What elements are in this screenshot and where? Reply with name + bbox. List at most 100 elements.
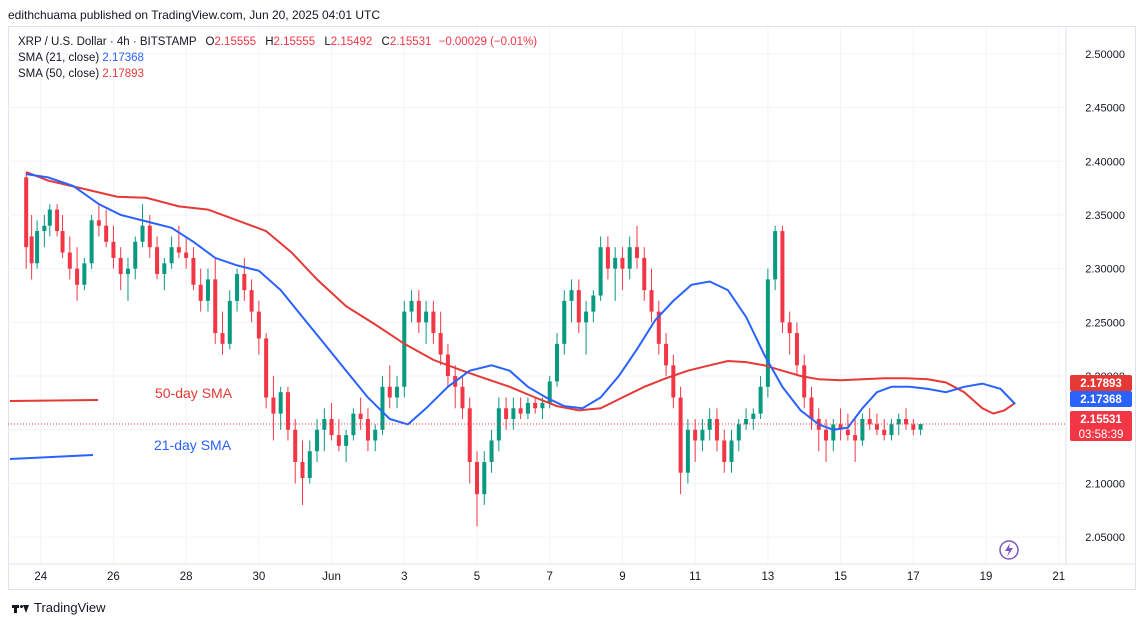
candle-body bbox=[278, 392, 283, 414]
candle-body bbox=[475, 461, 480, 495]
candle-body bbox=[882, 429, 887, 436]
candle-body bbox=[89, 220, 94, 264]
candle-body bbox=[722, 440, 727, 462]
candle-body bbox=[205, 279, 210, 301]
candle-body bbox=[67, 252, 72, 269]
candle-body bbox=[213, 279, 218, 334]
candle-body bbox=[678, 397, 683, 473]
y-tick-label: 2.25000 bbox=[1085, 317, 1125, 329]
x-tick-label: 3 bbox=[401, 571, 407, 583]
candle-body bbox=[140, 225, 145, 242]
candle-body bbox=[169, 247, 174, 264]
x-tick-label: 19 bbox=[980, 571, 993, 583]
candle-body bbox=[111, 241, 116, 258]
sma21-line bbox=[26, 173, 1016, 431]
x-tick-label: 13 bbox=[761, 571, 774, 583]
chart-frame[interactable] bbox=[8, 26, 1136, 590]
candle-body bbox=[162, 263, 167, 275]
candle-body bbox=[802, 365, 807, 398]
candle-body bbox=[235, 274, 240, 301]
candle-body bbox=[358, 413, 363, 420]
candle-body bbox=[96, 220, 101, 226]
candle-body bbox=[118, 257, 123, 275]
x-tick-label: 28 bbox=[180, 571, 193, 583]
candle-body bbox=[307, 451, 312, 479]
candle-body bbox=[758, 386, 763, 414]
candle-body bbox=[904, 419, 909, 425]
candle-body bbox=[489, 440, 494, 462]
x-tick-label: 17 bbox=[907, 571, 920, 583]
x-tick-label: 21 bbox=[1052, 571, 1065, 583]
legend-open-value: 2.15555 bbox=[214, 36, 257, 48]
candle-body bbox=[155, 247, 160, 275]
candle-body bbox=[387, 386, 392, 398]
candle-body bbox=[315, 429, 320, 452]
candle-body bbox=[482, 461, 487, 495]
y-tick-label: 2.35000 bbox=[1085, 210, 1125, 222]
candle-body bbox=[693, 429, 698, 441]
lightning-bolt-icon bbox=[1005, 543, 1013, 557]
candle-body bbox=[147, 225, 152, 248]
candle-body bbox=[293, 429, 298, 462]
candle-body bbox=[176, 247, 181, 253]
candle-body bbox=[627, 247, 632, 269]
footer-brand-name: TradingView bbox=[34, 600, 106, 615]
candle-body bbox=[365, 419, 370, 441]
legend-symbol[interactable]: XRP / U.S. Dollar · 4h · BITSTAMP bbox=[18, 36, 197, 48]
legend-sma50-label: SMA (50, close) bbox=[18, 68, 100, 80]
y-tick-label: 2.30000 bbox=[1085, 264, 1125, 276]
y-tick-label: 2.45000 bbox=[1085, 103, 1125, 115]
candle-body bbox=[416, 300, 421, 323]
candle-body bbox=[373, 429, 378, 441]
candle-body bbox=[860, 419, 865, 441]
candle-body bbox=[431, 311, 436, 334]
candle-body bbox=[249, 290, 254, 312]
candle-body bbox=[838, 424, 843, 430]
y-tick-label: 2.05000 bbox=[1085, 532, 1125, 544]
legend-sma50-row[interactable]: SMA (50, close) 2.17893 bbox=[18, 66, 537, 82]
legend-high-value: 2.15555 bbox=[273, 36, 316, 48]
countdown-label: 03:58:39 bbox=[1079, 429, 1124, 441]
candle-body bbox=[809, 397, 814, 420]
candle-body bbox=[671, 365, 676, 398]
legend-open-label: O bbox=[205, 36, 215, 48]
tradingview-logo-icon bbox=[12, 603, 30, 613]
legend-high-label: H bbox=[265, 36, 274, 48]
candle-body bbox=[191, 257, 196, 285]
candle-body bbox=[845, 429, 850, 436]
candle-body bbox=[729, 440, 734, 462]
annotation-50-marker bbox=[9, 399, 99, 402]
candle-body bbox=[824, 429, 829, 441]
footer-brand[interactable]: TradingView bbox=[12, 600, 106, 615]
candle-body bbox=[889, 424, 894, 436]
x-tick-label: 11 bbox=[689, 571, 701, 583]
price-axis-label-bg bbox=[1070, 375, 1132, 391]
candle-body bbox=[300, 461, 305, 479]
y-tick-label: 2.40000 bbox=[1085, 156, 1125, 168]
candle-body bbox=[751, 413, 756, 420]
candle-body bbox=[896, 419, 901, 425]
annotation-21-marker bbox=[9, 454, 94, 460]
candle-body bbox=[24, 177, 29, 248]
x-tick-label: 5 bbox=[474, 571, 480, 583]
candle-body bbox=[133, 241, 138, 269]
candle-body bbox=[780, 231, 785, 323]
candle-body bbox=[336, 435, 341, 446]
candle-body bbox=[584, 311, 589, 323]
y-tick-label: 2.50000 bbox=[1085, 49, 1125, 61]
candle-body bbox=[736, 424, 741, 441]
candle-body bbox=[496, 408, 501, 441]
candle-body bbox=[554, 343, 559, 382]
candle-body bbox=[271, 397, 276, 414]
legend-sma21-row[interactable]: SMA (21, close) 2.17368 bbox=[18, 50, 537, 66]
x-tick-label: Jun bbox=[322, 571, 341, 583]
candle-body bbox=[707, 419, 712, 430]
candle-body bbox=[438, 333, 443, 355]
legend-sma21-value: 2.17368 bbox=[102, 52, 144, 64]
candle-body bbox=[700, 429, 705, 441]
candle-body bbox=[634, 247, 639, 258]
candle-body bbox=[242, 274, 247, 291]
legend-low-label: L bbox=[324, 36, 331, 48]
candle-body bbox=[424, 311, 429, 323]
